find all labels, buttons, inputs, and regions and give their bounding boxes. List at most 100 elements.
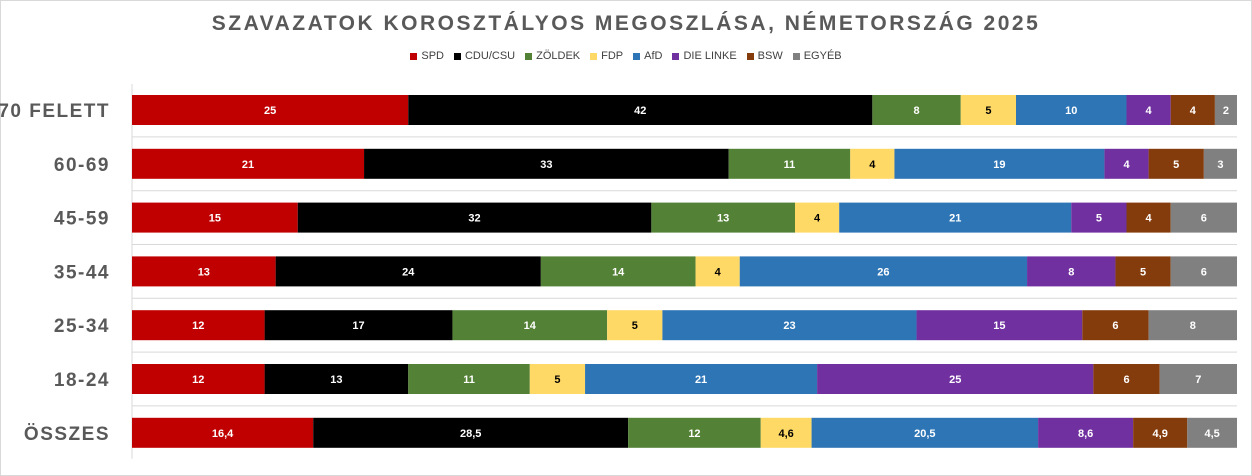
bar-segment	[839, 202, 1072, 233]
bar-value-label: 4	[1146, 105, 1153, 117]
bar-value-label: 4,5	[1204, 428, 1219, 440]
bar-segment	[132, 364, 265, 394]
bar-value-label: 10	[1065, 105, 1077, 117]
bar-segment	[960, 95, 1016, 125]
legend-item: BSW	[746, 50, 783, 62]
bar-value-label: 6	[1201, 213, 1207, 225]
bar-segment	[1093, 364, 1160, 394]
bar-segment	[132, 417, 314, 448]
bar-segment	[275, 256, 541, 287]
bar-segment	[739, 256, 1028, 287]
category-label: 45-59	[54, 209, 110, 230]
bar-value-label: 4	[1146, 213, 1153, 225]
bar-segment	[1148, 310, 1237, 341]
bar-value-label: 20,5	[914, 428, 935, 440]
bar-value-label: 8	[1068, 266, 1074, 278]
category-label: 35-44	[54, 262, 110, 283]
category-label: 25-34	[54, 316, 110, 337]
bar-value-label: 21	[695, 374, 707, 386]
bar-value-label: 42	[634, 105, 646, 117]
bar-segment	[628, 417, 761, 448]
bar-segment	[1203, 148, 1237, 179]
bar-value-label: 7	[1195, 374, 1201, 386]
bar-value-label: 5	[632, 320, 638, 332]
bar-value-label: 12	[192, 374, 204, 386]
bar-segment	[264, 364, 409, 394]
legend-item: FDP	[590, 50, 623, 62]
legend-item: ZÖLDEK	[525, 50, 580, 62]
bar-value-label: 26	[877, 266, 889, 278]
bar-value-label: 5	[985, 105, 991, 117]
bar-value-label: 23	[783, 320, 795, 332]
bar-segment	[850, 148, 895, 179]
bar-segment	[297, 202, 652, 233]
bar-segment	[1027, 256, 1116, 287]
bar-segment	[1104, 148, 1149, 179]
legend-swatch	[525, 52, 533, 60]
legend-label: DIE LINKE	[683, 50, 737, 62]
bar-value-label: 12	[688, 428, 700, 440]
bar-segment	[811, 417, 1039, 448]
bar-value-label: 25	[264, 105, 276, 117]
bar-value-label: 4,9	[1153, 428, 1168, 440]
bar-segment	[529, 364, 586, 394]
bar-segment	[1214, 95, 1237, 125]
bar-segment	[872, 95, 961, 125]
bar-segment	[760, 417, 812, 448]
bar-value-label: 16,4	[212, 428, 234, 440]
bar-segment	[313, 417, 629, 448]
bar-segment	[916, 310, 1083, 341]
bar-segment	[264, 310, 453, 341]
bar-value-label: 17	[352, 320, 364, 332]
legend-item: SPD	[410, 50, 444, 62]
bar-value-label: 4	[869, 159, 876, 171]
legend-label: EGYÉB	[803, 50, 842, 62]
legend-label: ZÖLDEK	[536, 50, 581, 62]
bar-value-label: 5	[1140, 266, 1146, 278]
bar-value-label: 13	[330, 374, 342, 386]
bar-segment	[132, 310, 265, 341]
bar-value-label: 13	[198, 266, 210, 278]
bar-segment	[1126, 202, 1171, 233]
bar-segment	[1126, 95, 1171, 125]
bar-segment	[695, 256, 740, 287]
bar-value-label: 4	[715, 266, 722, 278]
bar-value-label: 4	[1123, 159, 1130, 171]
legend-label: FDP	[601, 50, 624, 62]
legend-swatch	[746, 52, 754, 60]
bar-segment	[1170, 202, 1237, 233]
category-label: 70 FELETT	[0, 101, 110, 122]
bar-value-label: 4	[814, 213, 821, 225]
bar-segment	[132, 95, 409, 125]
bar-value-label: 25	[949, 374, 961, 386]
category-label: 18-24	[54, 370, 110, 391]
bar-segment	[1159, 364, 1237, 394]
legend-swatch	[792, 52, 800, 60]
bar-value-label: 4,6	[779, 428, 794, 440]
bar-segment	[132, 202, 298, 233]
chart-title: SZAVAZATOK KOROSZTÁLYOS MEGOSZLÁSA, NÉME…	[211, 12, 1041, 35]
bar-value-label: 3	[1217, 159, 1223, 171]
bar-value-label: 32	[468, 213, 480, 225]
bar-value-label: 2	[1223, 105, 1229, 117]
bar-value-label: 11	[784, 159, 796, 171]
bar-value-label: 5	[1173, 159, 1179, 171]
legend-item: CDU/CSU	[453, 50, 515, 62]
bar-segment	[364, 148, 729, 179]
bar-value-label: 8,6	[1078, 428, 1093, 440]
bar-segment	[1016, 95, 1127, 125]
bar-value-label: 6	[1123, 374, 1129, 386]
bar-segment	[452, 310, 608, 341]
bar-value-label: 15	[209, 213, 221, 225]
bar-segment	[132, 256, 276, 287]
legend-swatch	[410, 52, 418, 60]
bar-segment	[1071, 202, 1127, 233]
bar-value-label: 24	[402, 266, 415, 278]
bar-segment	[1170, 95, 1215, 125]
bar-segment	[540, 256, 696, 287]
bar-value-label: 4	[1190, 105, 1197, 117]
legend-item: AfD	[633, 50, 662, 62]
bar-segment	[728, 148, 851, 179]
bar-segment	[1133, 417, 1188, 448]
bar-value-label: 21	[949, 213, 961, 225]
